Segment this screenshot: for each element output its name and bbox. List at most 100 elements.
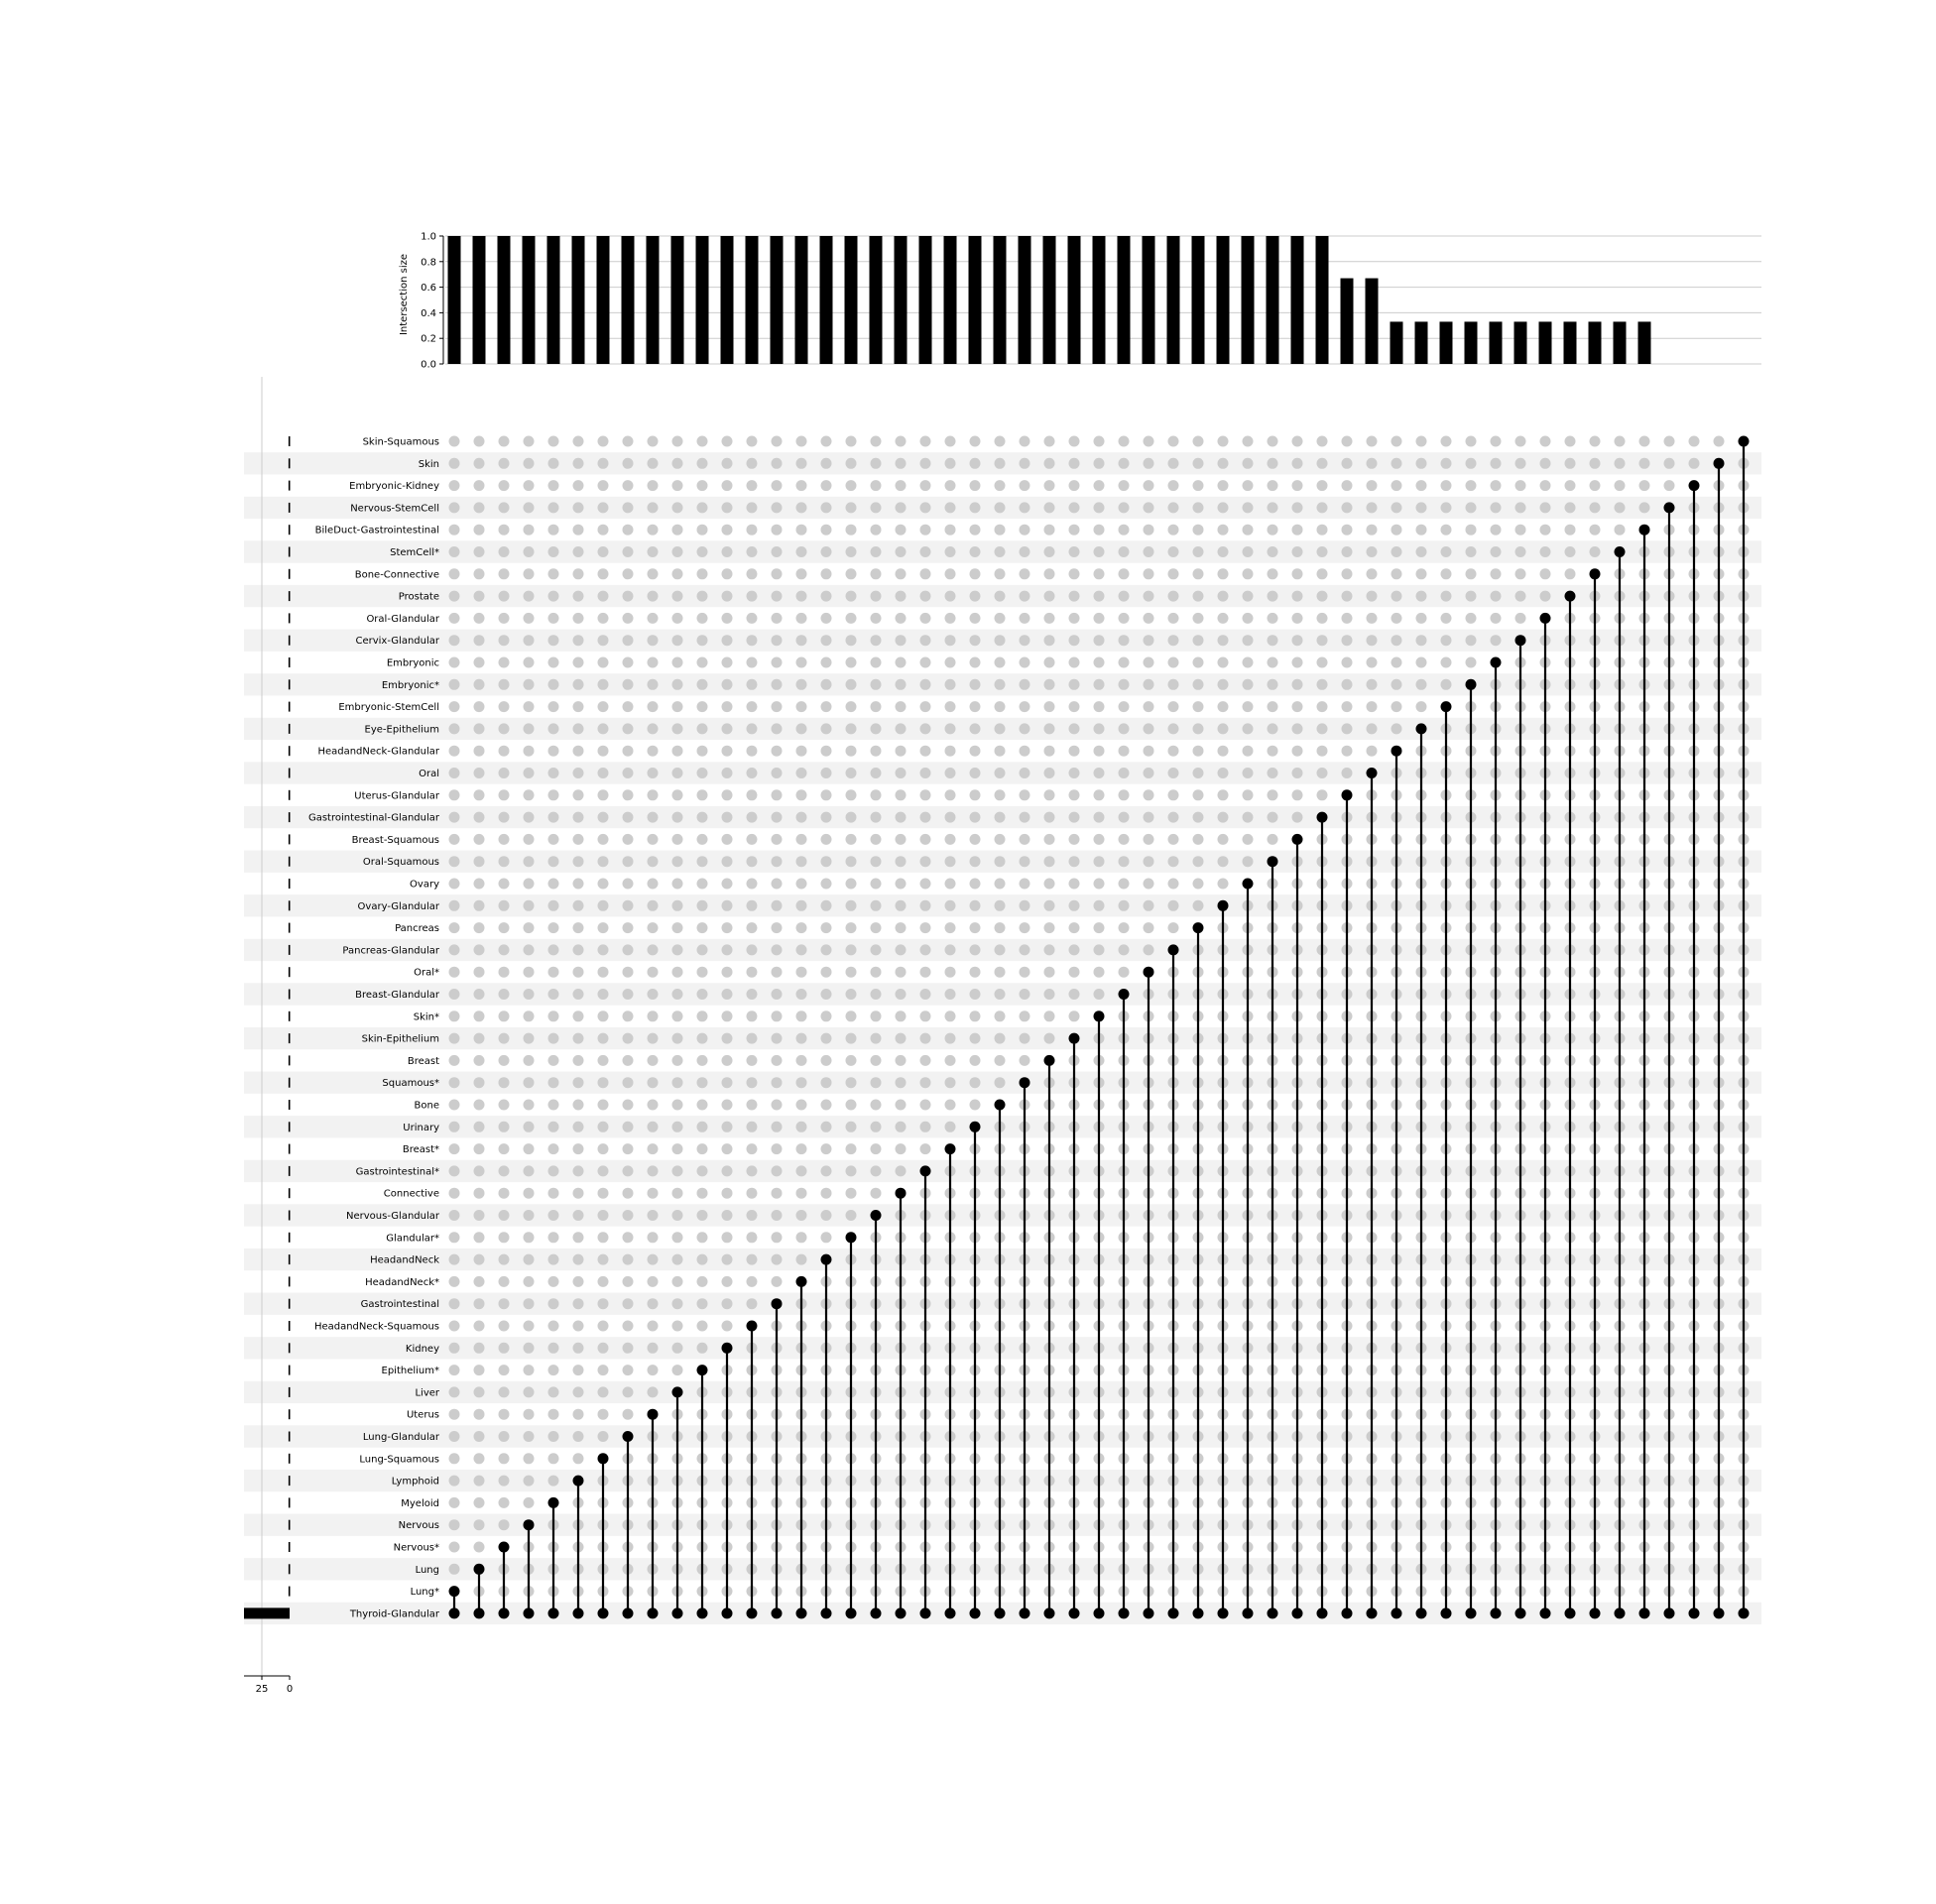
matrix-dot-empty — [1217, 546, 1229, 557]
matrix-dot-empty — [647, 524, 659, 536]
matrix-dot-empty — [1019, 745, 1030, 757]
intersection-bar — [472, 236, 486, 364]
matrix-dot-empty — [1068, 701, 1080, 713]
matrix-dot-empty — [1118, 435, 1130, 447]
matrix-dot-empty — [1514, 480, 1526, 492]
matrix-dot-empty — [1366, 612, 1378, 624]
intersection-bar — [1365, 278, 1379, 364]
matrix-dot-empty — [696, 1232, 708, 1244]
matrix-dot-empty — [647, 789, 659, 801]
set-label: Lung* — [411, 1587, 439, 1598]
matrix-dot-empty — [473, 1077, 485, 1089]
matrix-dot-empty — [498, 568, 510, 580]
matrix-dot-empty — [1143, 546, 1154, 557]
matrix-dot-empty — [1019, 1054, 1030, 1066]
matrix-dot-empty — [771, 612, 783, 624]
matrix-dot-empty — [1217, 435, 1229, 447]
matrix-dot-empty — [746, 789, 758, 801]
matrix-dot-empty — [448, 1563, 460, 1575]
matrix-dot-empty — [795, 768, 807, 778]
matrix-dot-empty — [523, 1077, 535, 1089]
matrix-dot-empty — [572, 1386, 584, 1398]
matrix-dot-empty — [1118, 833, 1130, 845]
matrix-dot-filled — [1663, 1607, 1675, 1619]
matrix-dot-empty — [994, 568, 1006, 580]
matrix-dot-empty — [944, 435, 956, 447]
matrix-dot-empty — [721, 546, 733, 557]
matrix-dot-empty — [1242, 502, 1254, 514]
matrix-dot-empty — [597, 435, 609, 447]
matrix-dot-empty — [696, 546, 708, 557]
matrix-dot-empty — [1167, 656, 1179, 668]
set-label: Myeloid — [401, 1498, 439, 1509]
matrix-dot-empty — [572, 1077, 584, 1089]
matrix-dot-empty — [671, 1011, 683, 1022]
matrix-dot-empty — [473, 1320, 485, 1332]
matrix-dot-filled — [696, 1607, 708, 1619]
matrix-dot-empty — [523, 612, 535, 624]
matrix-dot-empty — [696, 656, 708, 668]
matrix-dot-empty — [795, 811, 807, 823]
matrix-dot-empty — [597, 1165, 609, 1177]
matrix-dot-empty — [523, 1320, 535, 1332]
matrix-dot-empty — [721, 1032, 733, 1044]
matrix-dot-empty — [696, 1320, 708, 1332]
matrix-dot-empty — [820, 1011, 832, 1022]
matrix-dot-empty — [572, 701, 584, 713]
matrix-dot-empty — [597, 678, 609, 690]
matrix-dot-empty — [1341, 590, 1353, 602]
matrix-dot-empty — [671, 1054, 683, 1066]
matrix-dot-empty — [1267, 568, 1278, 580]
matrix-dot-empty — [1291, 656, 1303, 668]
matrix-dot-empty — [671, 612, 683, 624]
matrix-dot-empty — [498, 1408, 510, 1420]
matrix-dot-filled — [1663, 502, 1675, 514]
matrix-dot-empty — [547, 768, 559, 778]
set-label: Oral* — [414, 968, 439, 979]
matrix-dot-empty — [547, 590, 559, 602]
intersection-bar — [522, 236, 536, 364]
matrix-dot-empty — [448, 811, 460, 823]
matrix-dot-empty — [919, 899, 931, 911]
matrix-dot-empty — [919, 590, 931, 602]
matrix-dot-empty — [547, 856, 559, 868]
matrix-dot-filled — [820, 1253, 832, 1265]
matrix-dot-empty — [448, 1408, 460, 1420]
matrix-dot-empty — [597, 944, 609, 956]
matrix-dot-empty — [1366, 590, 1378, 602]
matrix-dot-empty — [1167, 768, 1179, 778]
matrix-dot-empty — [1267, 678, 1278, 690]
matrix-dot-empty — [498, 1386, 510, 1398]
matrix-dot-empty — [572, 1253, 584, 1265]
matrix-dot-empty — [498, 1431, 510, 1442]
matrix-dot-empty — [547, 989, 559, 1000]
matrix-dot-empty — [547, 635, 559, 647]
matrix-dot-filled — [1143, 966, 1154, 978]
matrix-dot-empty — [572, 1187, 584, 1199]
matrix-dot-empty — [622, 1187, 634, 1199]
matrix-dot-empty — [547, 1475, 559, 1487]
set-label: Kidney — [406, 1344, 439, 1355]
matrix-dot-empty — [1614, 457, 1626, 469]
matrix-dot-empty — [498, 723, 510, 735]
matrix-dot-empty — [448, 922, 460, 934]
matrix-dot-empty — [746, 457, 758, 469]
matrix-dot-empty — [1068, 678, 1080, 690]
matrix-dot-empty — [622, 1298, 634, 1310]
matrix-dot-filled — [1465, 678, 1477, 690]
matrix-dot-empty — [671, 966, 683, 978]
matrix-dot-empty — [895, 546, 907, 557]
matrix-dot-empty — [622, 1232, 634, 1244]
matrix-dot-empty — [1043, 944, 1055, 956]
set-size-bar — [288, 1431, 291, 1442]
matrix-dot-empty — [895, 745, 907, 757]
matrix-dot-empty — [1415, 546, 1427, 557]
matrix-dot-empty — [820, 546, 832, 557]
matrix-dot-empty — [1192, 635, 1204, 647]
matrix-dot-empty — [1316, 656, 1328, 668]
matrix-dot-empty — [547, 457, 559, 469]
matrix-dot-empty — [523, 878, 535, 890]
matrix-dot-empty — [944, 1032, 956, 1044]
y-tick-label: 0.8 — [421, 257, 436, 268]
matrix-dot-empty — [969, 480, 981, 492]
